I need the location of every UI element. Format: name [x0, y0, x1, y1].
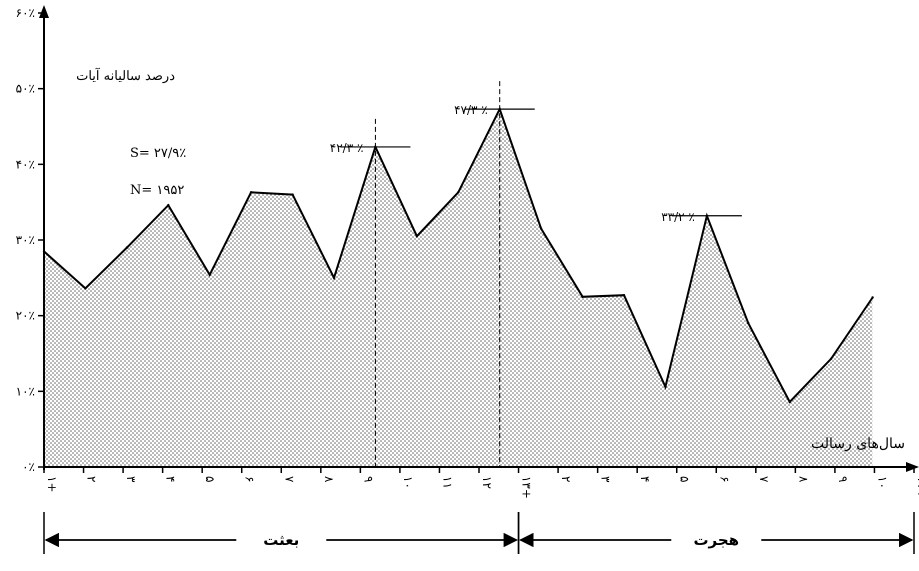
- series-area-fill: [44, 109, 873, 467]
- y-tick-label: ۴۰٪: [16, 157, 35, 171]
- x-tick-label: ۹: [361, 476, 375, 482]
- x-tick-label: ۷: [282, 476, 296, 483]
- data-point: [332, 276, 336, 279]
- x-tick-label: ۹: [836, 476, 850, 482]
- y-axis-arrow-icon: [39, 5, 49, 18]
- data-point: [457, 191, 460, 194]
- y-tick-label: ۶۰٪: [16, 6, 35, 20]
- x-tick-label: ۴: [164, 476, 178, 482]
- peak-value-label: ۳۳/۲ ٪: [661, 210, 695, 224]
- data-point: [208, 273, 211, 276]
- x-tick-label: ۸: [322, 476, 336, 483]
- data-point: [622, 294, 626, 297]
- x-tick-label: ۸: [796, 476, 810, 483]
- peak-value-label: ۴۷/۳ ٪: [454, 103, 488, 117]
- data-point: [84, 287, 87, 290]
- peak-value-label: ۴۲/۳ ٪: [330, 141, 364, 155]
- x-tick-label: ۱۲: [480, 476, 494, 489]
- y-tick-label: ۵۰٪: [16, 82, 35, 96]
- era-label: بعثت: [263, 531, 299, 549]
- x-tick-label: ۱+: [45, 476, 59, 493]
- x-axis-title: سال‌های رسالت: [811, 436, 905, 452]
- eras-layer: بعثت هجرت: [43, 512, 915, 554]
- stat-s: S= ۲۷/۹٪: [130, 146, 186, 161]
- data-point: [167, 204, 170, 207]
- era-label: هجرت: [693, 531, 739, 549]
- y-tick-label: ۱۰٪: [16, 384, 35, 398]
- y-tick-label: ۳۰٪: [16, 233, 35, 247]
- data-point: [581, 295, 584, 298]
- data-point: [415, 235, 419, 238]
- y-ticks: ۰٪ ۱۰٪ ۲۰٪ ۳۰٪ ۴۰٪ ۵۰٪ ۶۰٪: [16, 6, 44, 474]
- peak-guides-layer: ۴۲/۳ ٪ ۴۷/۳ ٪ ۳۳/۲ ٪: [330, 81, 742, 467]
- data-point: [539, 227, 543, 230]
- data-point: [747, 322, 750, 325]
- x-tick-label: ۳: [124, 476, 138, 483]
- x-tick-label: ۱۱+: [915, 476, 919, 499]
- x-tick-label: ۶: [243, 476, 257, 482]
- data-point: [829, 357, 833, 360]
- data-point: [291, 193, 294, 196]
- x-tick-label: ۵: [678, 476, 692, 482]
- data-point: [125, 246, 129, 249]
- y-axis-title: درصد سالیانه آیات: [76, 67, 175, 84]
- x-tick-label: ۷: [757, 476, 771, 483]
- data-point: [788, 400, 791, 404]
- y-tick-label: ۰٪: [22, 460, 35, 474]
- x-tick-label: ۴: [638, 476, 652, 482]
- area-layer: [42, 106, 874, 467]
- x-tick-label: ۱۰: [401, 476, 415, 489]
- x-tick-label: ۳: [599, 476, 613, 483]
- x-tick-label: ۲: [559, 476, 573, 482]
- stat-n: N= ۱۹۵۲: [130, 183, 184, 198]
- x-tick-label: ۵: [203, 476, 217, 482]
- x-axis-arrow-icon: [906, 462, 919, 472]
- y-tick-label: ۲۰٪: [16, 309, 35, 323]
- x-ticks: ۱+ ۲ ۳ ۴ ۵ ۶ ۷ ۸ ۹ ۱۰ ۱۱ ۱۲ ۱۳+ ۲ ۳ ۴ ۵ ۶ ۷ ۸ ۹ ۱۰ ۱۱+: [43, 467, 919, 499]
- data-point: [664, 385, 667, 388]
- data-point: [249, 191, 253, 194]
- x-tick-label: ۱۱: [440, 476, 454, 489]
- x-tick-label: ۲: [85, 476, 99, 482]
- x-tick-label: ۱۳+: [520, 476, 534, 499]
- x-tick-label: ۶: [717, 476, 731, 482]
- data-point: [871, 296, 874, 299]
- x-tick-label: ۱۰: [875, 476, 889, 489]
